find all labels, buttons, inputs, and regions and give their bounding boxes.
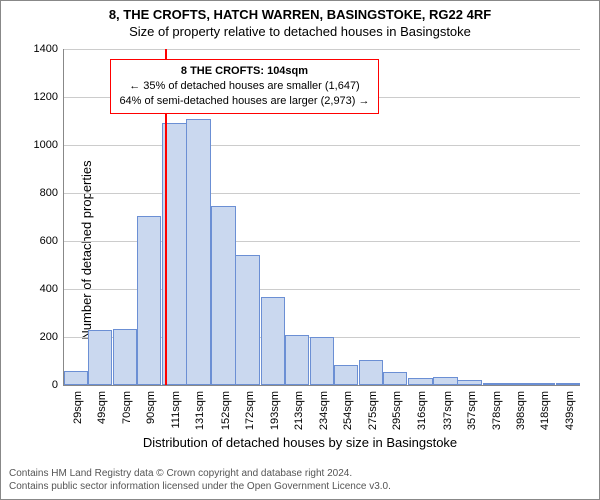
histogram-bar xyxy=(359,360,384,385)
y-tick-label: 0 xyxy=(52,379,64,391)
histogram-bar xyxy=(186,119,211,385)
annotation-line-2: ← 35% of detached houses are smaller (1,… xyxy=(119,79,369,94)
x-tick-label: 152sqm xyxy=(216,391,232,430)
y-tick-label: 400 xyxy=(40,283,64,295)
x-tick-label: 378sqm xyxy=(487,391,503,430)
histogram-bar xyxy=(88,330,113,385)
x-tick-label: 29sqm xyxy=(68,391,84,424)
x-tick-label: 275sqm xyxy=(363,391,379,430)
footer-line-2: Contains public sector information licen… xyxy=(9,481,391,494)
x-tick-label: 439sqm xyxy=(560,391,576,430)
annotation-line-1: 8 THE CROFTS: 104sqm xyxy=(119,64,369,79)
annotation-box: 8 THE CROFTS: 104sqm← 35% of detached ho… xyxy=(110,59,378,114)
x-tick-label: 111sqm xyxy=(166,391,182,429)
plot-area: 020040060080010001200140029sqm49sqm70sqm… xyxy=(63,49,580,386)
x-tick-label: 172sqm xyxy=(240,391,256,430)
y-tick-label: 1000 xyxy=(34,139,64,151)
histogram-bar xyxy=(556,383,581,385)
x-tick-label: 70sqm xyxy=(117,391,133,424)
chart-container: 8, THE CROFTS, HATCH WARREN, BASINGSTOKE… xyxy=(0,0,600,500)
x-tick-label: 254sqm xyxy=(338,391,354,430)
x-tick-label: 398sqm xyxy=(511,391,527,430)
x-tick-label: 316sqm xyxy=(412,391,428,430)
gridline xyxy=(64,49,580,50)
x-axis-title: Distribution of detached houses by size … xyxy=(1,435,599,450)
gridline xyxy=(64,193,580,194)
x-tick-label: 295sqm xyxy=(387,391,403,430)
footer-attribution: Contains HM Land Registry data © Crown c… xyxy=(9,468,391,493)
x-tick-label: 131sqm xyxy=(190,391,206,430)
x-tick-label: 213sqm xyxy=(289,391,305,430)
x-tick-label: 357sqm xyxy=(462,391,478,430)
annotation-line-3: 64% of semi-detached houses are larger (… xyxy=(119,94,369,109)
histogram-bar xyxy=(457,380,482,385)
chart-title-sub: Size of property relative to detached ho… xyxy=(1,24,599,39)
titles-block: 8, THE CROFTS, HATCH WARREN, BASINGSTOKE… xyxy=(1,7,599,39)
y-tick-label: 800 xyxy=(40,187,64,199)
histogram-bar xyxy=(507,383,532,385)
histogram-bar xyxy=(383,372,408,385)
footer-line-1: Contains HM Land Registry data © Crown c… xyxy=(9,468,391,481)
histogram-bar xyxy=(235,255,260,385)
y-tick-label: 1200 xyxy=(34,91,64,103)
y-tick-label: 1400 xyxy=(34,43,64,55)
histogram-bar xyxy=(408,378,433,385)
x-tick-label: 90sqm xyxy=(141,391,157,424)
chart-title-main: 8, THE CROFTS, HATCH WARREN, BASINGSTOKE… xyxy=(1,7,599,22)
histogram-bar xyxy=(310,337,335,385)
histogram-bar xyxy=(211,206,236,385)
y-tick-label: 600 xyxy=(40,235,64,247)
y-tick-label: 200 xyxy=(40,331,64,343)
histogram-bar xyxy=(334,365,359,385)
histogram-bar xyxy=(285,335,310,385)
x-tick-label: 337sqm xyxy=(438,391,454,430)
x-tick-label: 193sqm xyxy=(265,391,281,430)
x-tick-label: 49sqm xyxy=(92,391,108,424)
histogram-bar xyxy=(483,383,508,385)
histogram-bar xyxy=(433,377,458,385)
histogram-bar xyxy=(261,297,286,385)
x-tick-label: 234sqm xyxy=(314,391,330,430)
histogram-bar xyxy=(113,329,138,385)
histogram-bar xyxy=(531,383,556,385)
x-tick-label: 418sqm xyxy=(535,391,551,430)
gridline xyxy=(64,145,580,146)
histogram-bar xyxy=(137,216,162,385)
histogram-bar xyxy=(64,371,89,385)
